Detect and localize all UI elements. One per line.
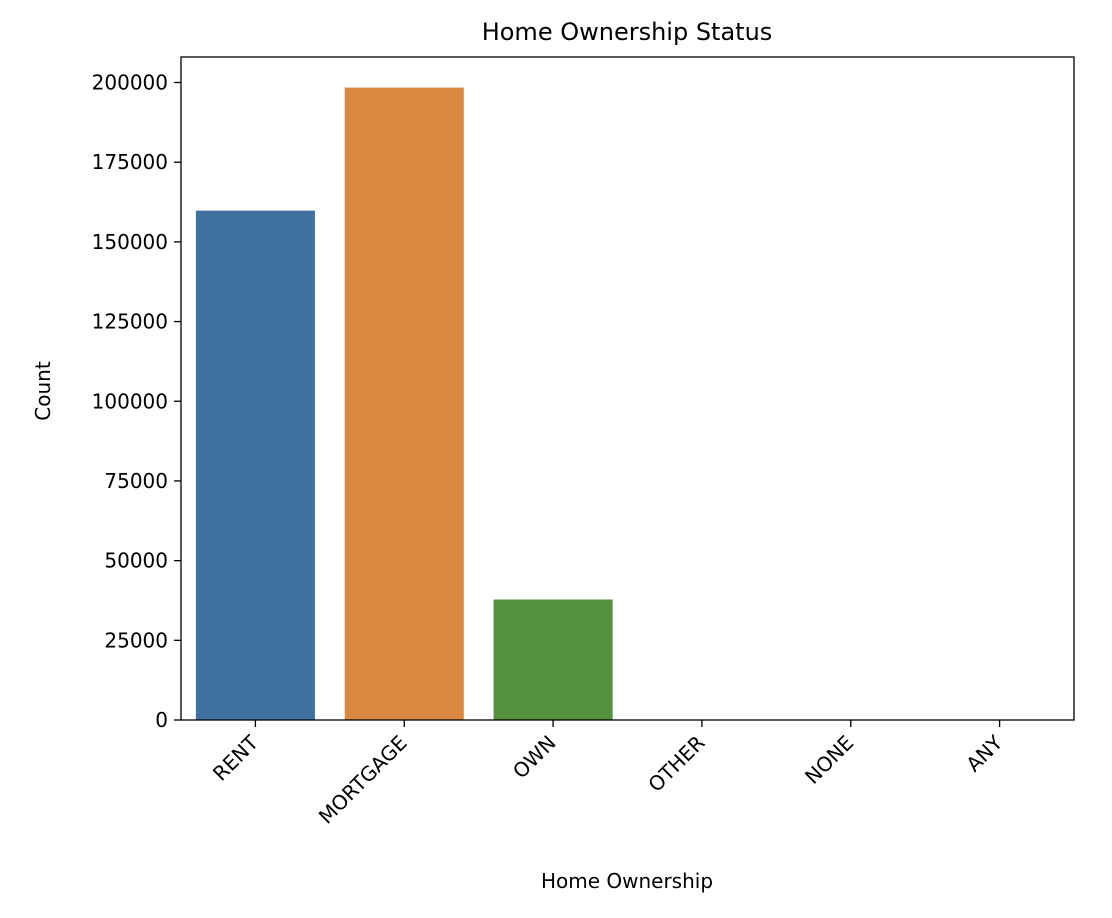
x-axis-ticks: RENT MORTGAGE OWN OTHER NONE ANY [208,720,1008,829]
bar-mortgage [345,88,464,720]
y-tick-label: 125000 [92,310,168,334]
x-axis-label: Home Ownership [541,869,713,893]
y-tick-label: 150000 [92,230,168,254]
chart-title: Home Ownership Status [482,18,773,46]
x-tick-label-any: ANY [961,730,1007,776]
x-tick-label-rent: RENT [208,730,264,786]
y-axis-label: Count [31,361,55,421]
x-tick-label-other: OTHER [643,730,709,796]
x-tick-label-none: NONE [800,731,858,789]
y-tick-label: 25000 [104,628,168,652]
y-tick-label: 0 [155,708,168,732]
y-tick-label: 75000 [104,469,168,493]
x-tick-label-mortgage: MORTGAGE [314,731,412,829]
y-axis-ticks: 0 25000 50000 75000 100000 125000 150000 175000… [92,71,181,733]
bar-rent [196,211,315,720]
x-tick-label-own: OWN [508,731,561,784]
y-tick-label: 100000 [92,389,168,413]
bars-group [196,88,1059,720]
y-tick-label: 175000 [92,150,168,174]
y-tick-label: 200000 [92,71,168,95]
y-tick-label: 50000 [104,549,168,573]
bar-own [494,600,613,720]
